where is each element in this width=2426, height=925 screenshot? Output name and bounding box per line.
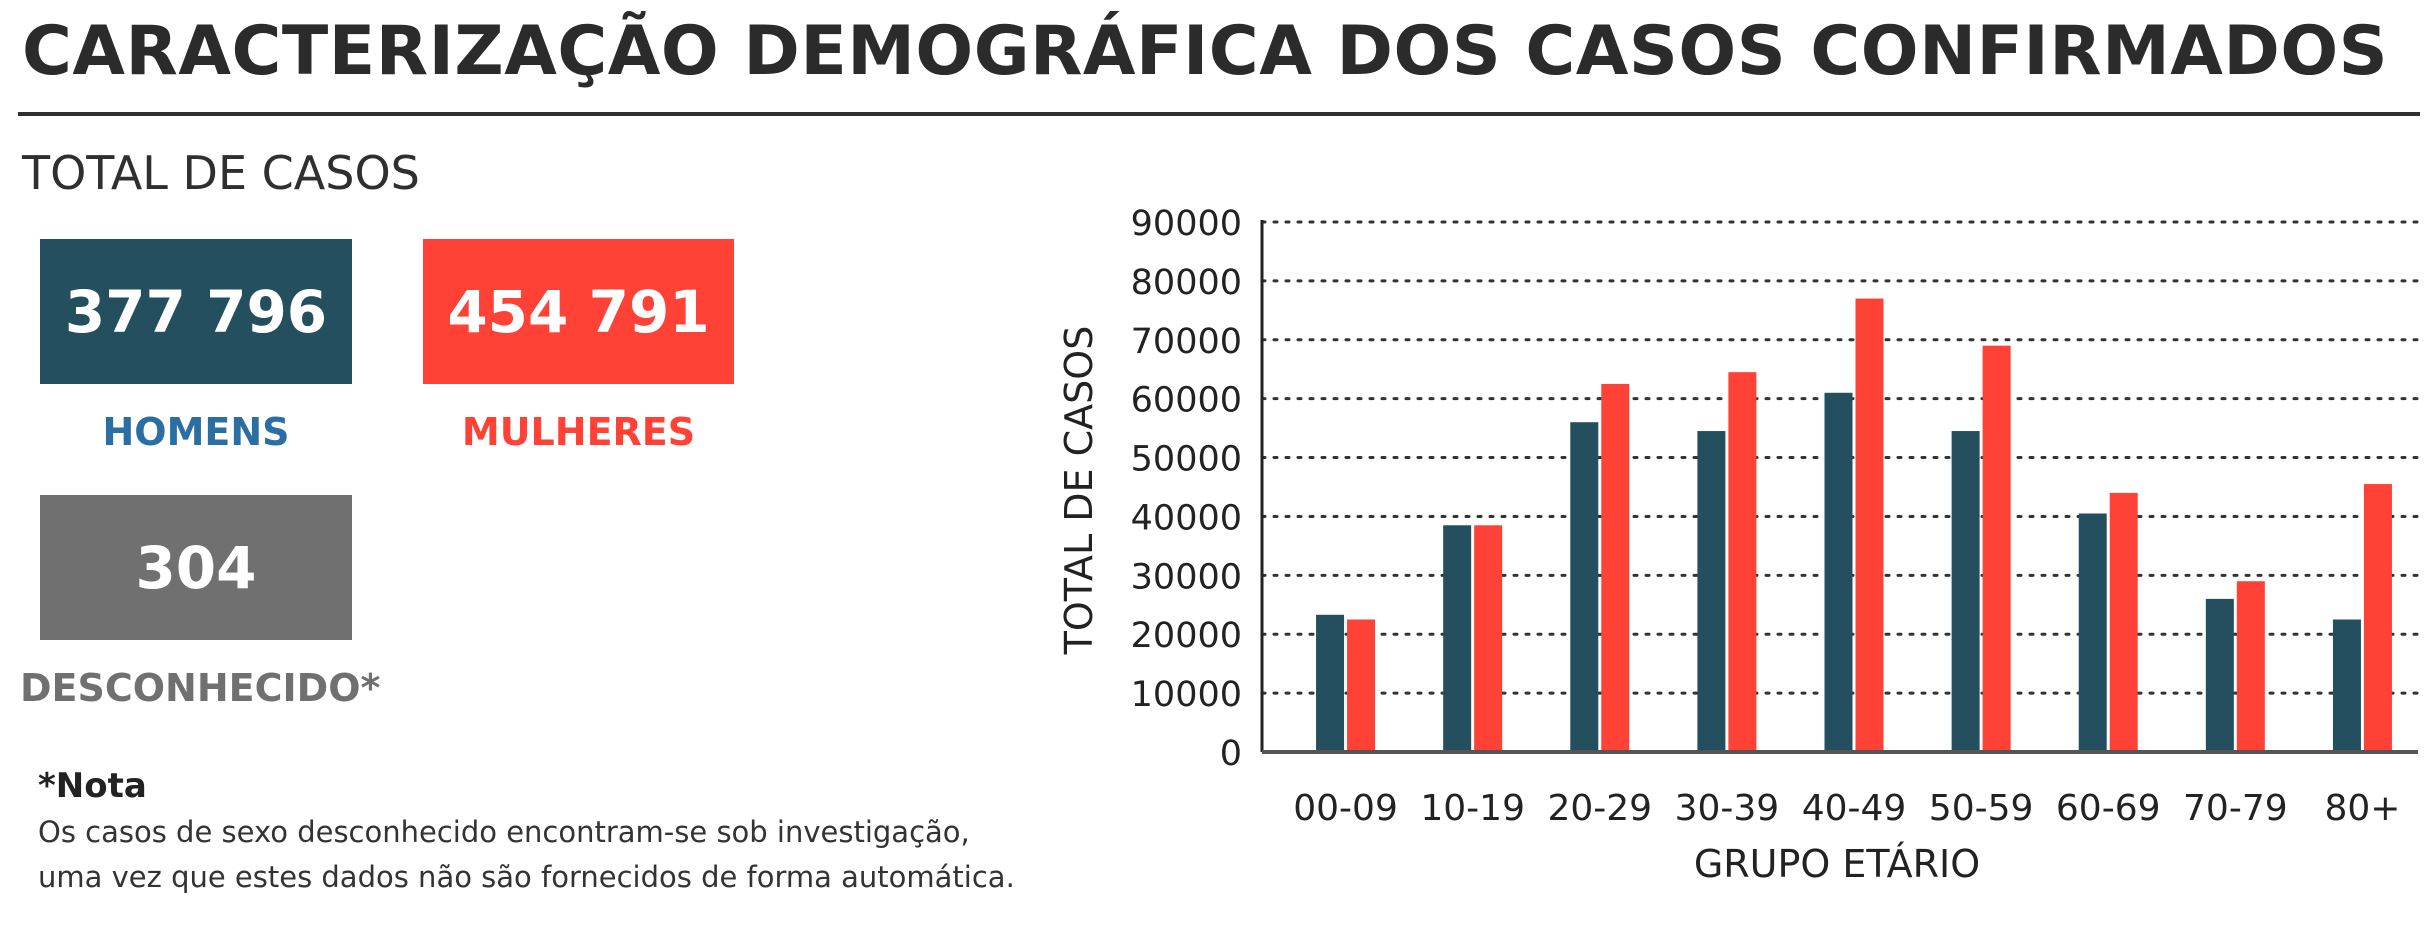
x-tick-label: 20-29 xyxy=(1547,788,1652,829)
bar-women xyxy=(2109,492,2138,752)
bar-men xyxy=(2332,619,2361,752)
bar-men xyxy=(2078,513,2107,752)
unknown-label: DESCONHECIDO* xyxy=(20,666,381,710)
bar-women xyxy=(1347,619,1376,752)
age-group-bar-chart: 0 10000 20000 30000 40000 50000 60000 70000 8000… xyxy=(1057,204,2420,886)
section-subtitle: TOTAL DE CASOS xyxy=(22,146,420,200)
x-axis-title: GRUPO ETÁRIO xyxy=(1694,842,1980,886)
women-total-value: 454 791 xyxy=(447,277,710,346)
page-title: CARACTERIZAÇÃO DEMOGRÁFICA DOS CASOS CON… xyxy=(22,12,2389,91)
bars xyxy=(1316,298,2392,752)
y-axis-title: TOTAL DE CASOS xyxy=(1057,326,1101,656)
x-tick-label: 70-79 xyxy=(2183,788,2288,829)
women-label: MULHERES xyxy=(461,410,696,454)
tick-labels: 0 10000 20000 30000 40000 50000 60000 70000 8000… xyxy=(1131,204,2401,829)
bar-women xyxy=(1728,372,1757,752)
bar-men xyxy=(1951,431,1980,752)
bar-men xyxy=(1570,422,1599,752)
x-tick-label: 80+ xyxy=(2324,788,2400,829)
x-tick-label: 50-59 xyxy=(1929,788,2034,829)
x-tick-label: 40-49 xyxy=(1802,788,1907,829)
y-tick-label: 10000 xyxy=(1131,675,1242,715)
y-tick-label: 20000 xyxy=(1131,616,1242,656)
note-line-1: Os casos de sexo desconhecido encontram-… xyxy=(38,815,970,849)
unknown-total-value: 304 xyxy=(135,533,257,602)
title-divider xyxy=(18,112,2420,116)
bar-women xyxy=(2363,484,2392,752)
bar-women xyxy=(1855,298,1884,752)
bar-men xyxy=(1824,392,1853,752)
x-tick-label: 60-69 xyxy=(2056,788,2161,829)
x-tick-label: 00-09 xyxy=(1293,788,1398,829)
note-line-2: uma vez que estes dados não são fornecid… xyxy=(38,860,1015,894)
bar-men xyxy=(2205,598,2234,752)
y-tick-label: 70000 xyxy=(1131,322,1242,362)
y-tick-label: 90000 xyxy=(1131,204,1242,244)
y-tick-label: 60000 xyxy=(1131,381,1242,421)
axes xyxy=(1260,220,2418,754)
men-label: HOMENS xyxy=(102,410,290,454)
y-tick-label: 40000 xyxy=(1131,498,1242,538)
men-total-box: 377 796 xyxy=(40,239,352,384)
note-title: *Nota xyxy=(38,766,147,806)
bar-women xyxy=(1474,525,1503,752)
bar-men xyxy=(1316,614,1345,752)
bar-women xyxy=(2236,581,2265,752)
bar-women xyxy=(1982,345,2011,752)
women-total-box: 454 791 xyxy=(423,239,734,384)
bar-men xyxy=(1443,525,1472,752)
unknown-total-box: 304 xyxy=(40,495,352,640)
bar-women xyxy=(1601,383,1630,752)
bar-men xyxy=(1697,431,1726,752)
y-tick-label: 0 xyxy=(1220,734,1242,774)
x-tick-label: 10-19 xyxy=(1420,788,1525,829)
y-tick-label: 30000 xyxy=(1131,557,1242,597)
men-total-value: 377 796 xyxy=(64,277,328,346)
y-tick-label: 80000 xyxy=(1131,263,1242,303)
y-tick-label: 50000 xyxy=(1131,440,1242,480)
x-tick-label: 30-39 xyxy=(1675,788,1780,829)
